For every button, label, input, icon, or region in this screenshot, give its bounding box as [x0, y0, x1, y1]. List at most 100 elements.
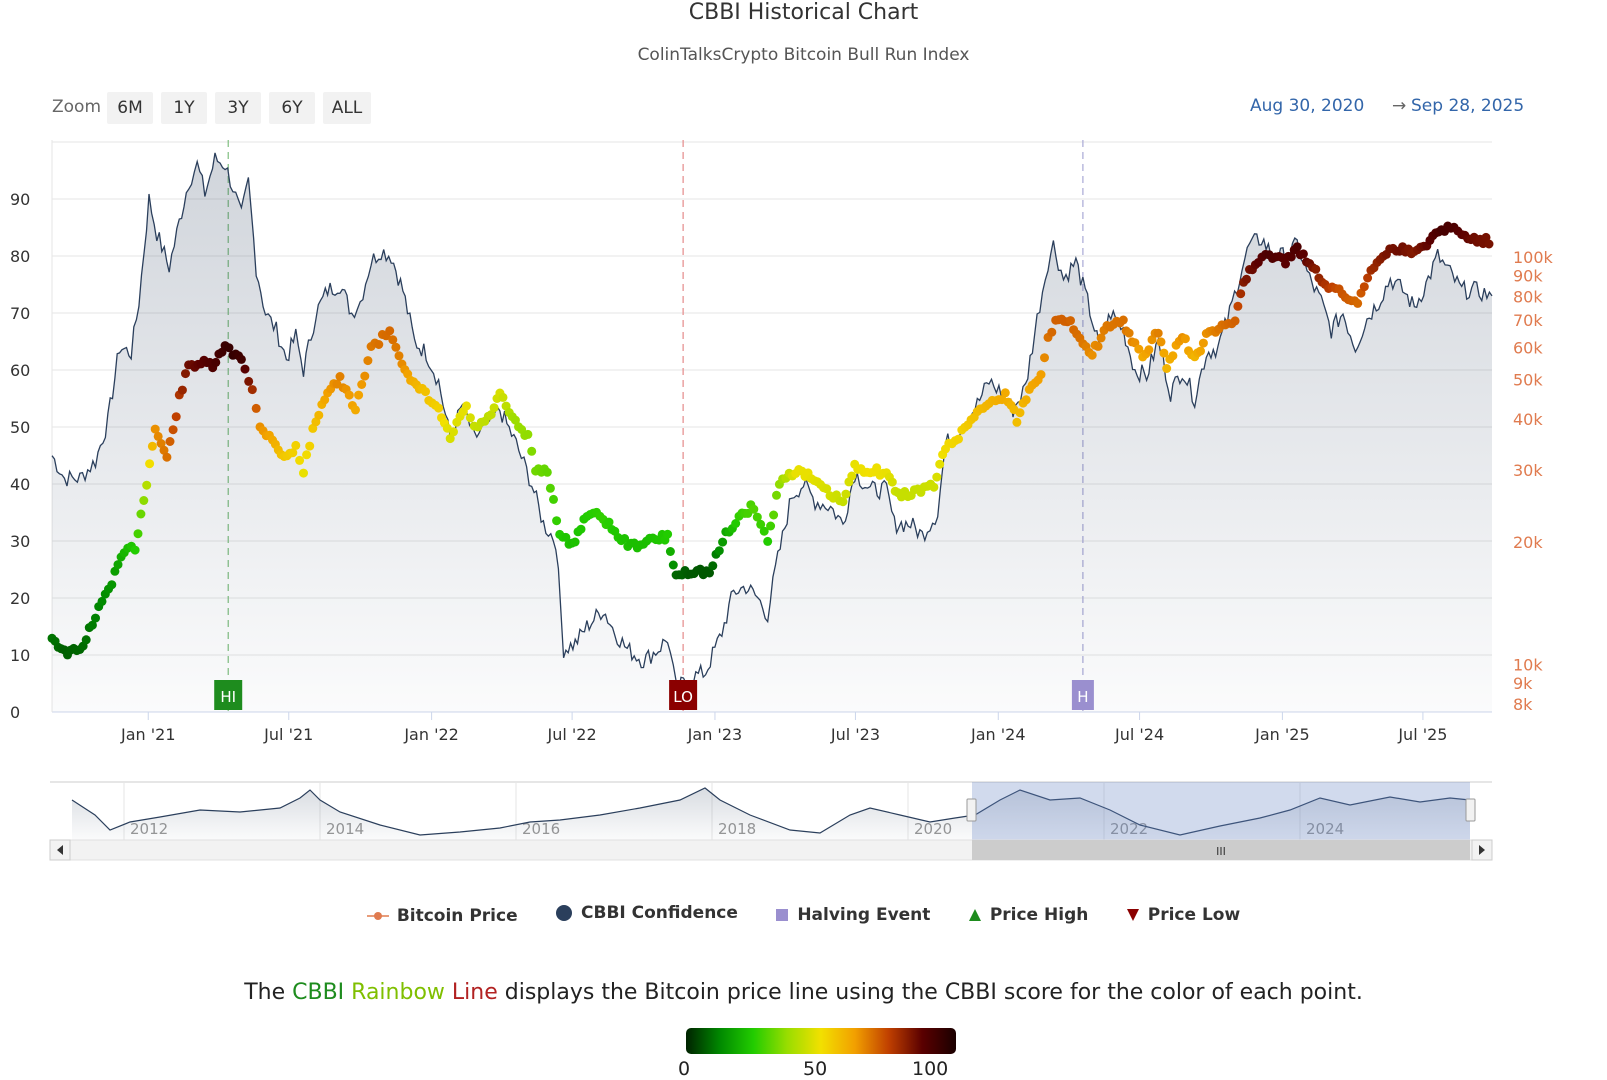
caption-line: Line	[444, 980, 498, 1005]
y-right-tick-label: 40k	[1513, 410, 1543, 429]
price-point	[171, 412, 181, 422]
price-point	[1162, 364, 1172, 373]
y-right-tick-label: 10k	[1513, 656, 1543, 675]
price-point	[1087, 350, 1097, 360]
price-point	[1015, 408, 1025, 418]
price-point	[1000, 388, 1010, 398]
price-point	[752, 512, 762, 522]
caption-pre: The	[244, 980, 293, 1005]
y-tick-label: 90	[10, 190, 30, 209]
price-point	[1012, 417, 1022, 427]
zoom-6y-button[interactable]: 6Y	[269, 92, 315, 124]
price-point	[1196, 346, 1205, 356]
price-point	[391, 342, 401, 352]
range-to[interactable]: Sep 28, 2025	[1411, 96, 1525, 116]
legend-cbbi-confidence[interactable]: CBBI Confidence	[555, 903, 738, 923]
x-tick-label: Jan '24	[970, 725, 1026, 744]
chevron-right-icon	[1479, 845, 1485, 855]
zoom-3y-button[interactable]: 3Y	[215, 92, 261, 124]
price-point	[224, 343, 234, 353]
price-point	[718, 537, 728, 547]
y-tick-label: 50	[10, 418, 30, 437]
price-point	[97, 596, 107, 606]
y-right-tick-label: 30k	[1513, 461, 1543, 480]
price-point	[822, 484, 832, 494]
price-point	[576, 524, 586, 534]
price-point	[136, 509, 146, 519]
x-tick-label: Jan '23	[687, 725, 743, 744]
y-tick-label: 40	[10, 475, 30, 494]
price-point	[1093, 341, 1103, 351]
price-point	[763, 536, 773, 546]
range-from[interactable]: Aug 30, 2020	[1250, 96, 1365, 116]
legend-price-high[interactable]: Price High	[968, 905, 1088, 925]
x-tick-label: Jul '22	[547, 725, 597, 744]
x-tick-label: Jan '25	[1254, 725, 1310, 744]
price-point	[1118, 315, 1128, 325]
legend-label: Price Low	[1147, 905, 1241, 925]
zoom-6m-button[interactable]: 6M	[107, 92, 153, 124]
navigator-area	[72, 788, 1470, 840]
price-point	[841, 489, 851, 499]
price-point	[1286, 252, 1296, 262]
y-right-tick-label: 50k	[1513, 371, 1543, 390]
price-point	[542, 467, 552, 477]
y-right-tick-label: 8k	[1513, 695, 1533, 714]
price-point	[107, 580, 117, 590]
y-right-tick-label: 90k	[1513, 267, 1543, 286]
colorbar	[686, 1028, 956, 1054]
zoom-label: Zoom	[52, 97, 102, 117]
x-tick-label: Jul '24	[1114, 725, 1164, 744]
y-tick-label: 80	[10, 247, 30, 266]
colorbar-mid: 50	[803, 1058, 828, 1080]
price-point	[954, 434, 963, 444]
price-point	[394, 351, 404, 361]
price-point	[1242, 274, 1251, 284]
legend-bitcoin-price[interactable]: Bitcoin Price	[366, 906, 518, 926]
price-point	[351, 405, 360, 415]
price-point	[663, 529, 673, 539]
zoom-1y-button[interactable]: 1Y	[161, 92, 207, 124]
price-point	[1168, 351, 1178, 361]
price-point	[142, 480, 152, 490]
price-point	[523, 429, 533, 439]
price-point	[449, 427, 458, 437]
price-point	[1036, 370, 1046, 380]
price-point	[498, 392, 508, 402]
colorbar-min: 0	[678, 1058, 691, 1080]
zoom-all-button[interactable]: ALL	[323, 92, 371, 124]
legend-price-low[interactable]: Price Low	[1126, 905, 1240, 925]
y-tick-label: 0	[10, 703, 20, 722]
caption: The CBBI Rainbow Line displays the Bitco…	[0, 980, 1607, 1005]
price-point	[1236, 289, 1246, 299]
price-point	[357, 380, 367, 389]
price-point	[159, 445, 169, 455]
scrollbar-grip: III	[1216, 845, 1226, 858]
legend-halving-event[interactable]: Halving Event	[775, 905, 930, 925]
price-point	[1363, 273, 1373, 283]
price-point	[363, 356, 373, 366]
price-point	[935, 459, 945, 469]
price-point	[486, 410, 496, 420]
price-point	[299, 468, 308, 478]
price-point	[1484, 239, 1494, 249]
cbbi-line	[51, 152, 1493, 690]
caption-rainbow: Rainbow	[344, 980, 445, 1005]
price-point	[929, 482, 939, 492]
navigator-line	[71, 787, 1471, 836]
y-right-tick-label: 60k	[1513, 338, 1543, 357]
price-point	[374, 340, 384, 349]
price-point	[150, 424, 160, 434]
y-tick-label: 60	[10, 361, 30, 380]
event-marker-label: LO	[673, 688, 693, 706]
price-point	[247, 385, 257, 395]
price-point	[561, 532, 571, 542]
price-point	[489, 403, 499, 413]
y-tick-label: 10	[10, 646, 30, 665]
y-right-tick-label: 70k	[1513, 311, 1543, 330]
caption-cbbi: CBBI	[292, 980, 345, 1005]
legend: Bitcoin Price CBBI Confidence Halving Ev…	[0, 903, 1607, 927]
price-point	[1292, 242, 1302, 252]
chart-title: CBBI Historical Chart	[688, 0, 919, 25]
price-point	[769, 510, 779, 520]
